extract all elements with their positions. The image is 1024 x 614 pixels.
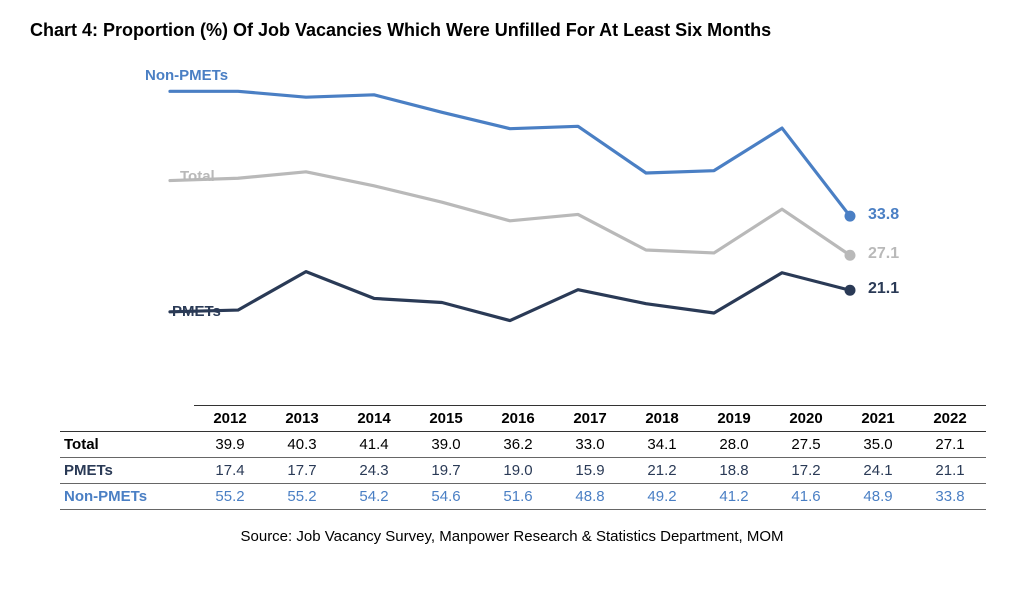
- table-cell: 39.9: [194, 432, 266, 458]
- table-cell: 19.0: [482, 458, 554, 484]
- table-cell: 55.2: [266, 484, 338, 510]
- table-cell: 39.0: [410, 432, 482, 458]
- table-cell: 15.9: [554, 458, 626, 484]
- table-cell: 17.4: [194, 458, 266, 484]
- table-cell: 41.4: [338, 432, 410, 458]
- table-row-label: PMETs: [60, 458, 194, 484]
- chart-title: Chart 4: Proportion (%) Of Job Vacancies…: [30, 20, 994, 41]
- line-total: [170, 172, 850, 255]
- table-header-row: 2012201320142015201620172018201920202021…: [60, 406, 986, 432]
- series-label-total: Total: [180, 168, 215, 185]
- table-cell: 51.6: [482, 484, 554, 510]
- table-header-year: 2018: [626, 406, 698, 432]
- chart-svg: [80, 55, 940, 375]
- end-label-nonpmets: 33.8: [868, 206, 899, 224]
- table-cell: 24.1: [842, 458, 914, 484]
- table-row: PMETs17.417.724.319.719.015.921.218.817.…: [60, 458, 986, 484]
- table-cell: 54.2: [338, 484, 410, 510]
- series-label-pmets: PMETs: [172, 303, 221, 320]
- table-header-year: 2012: [194, 406, 266, 432]
- table-header-year: 2017: [554, 406, 626, 432]
- table-cell: 28.0: [698, 432, 770, 458]
- table-header-year: 2022: [914, 406, 986, 432]
- table-cell: 33.8: [914, 484, 986, 510]
- series-label-nonpmets: Non-PMETs: [145, 67, 228, 84]
- table-row-label: Non-PMETs: [60, 484, 194, 510]
- table-header-blank: [60, 406, 194, 432]
- table-row-label: Total: [60, 432, 194, 458]
- table-row: Non-PMETs55.255.254.254.651.648.849.241.…: [60, 484, 986, 510]
- table-header-year: 2021: [842, 406, 914, 432]
- table-cell: 33.0: [554, 432, 626, 458]
- table-cell: 21.2: [626, 458, 698, 484]
- end-label-total: 27.1: [868, 245, 899, 263]
- line-chart: Non-PMETs Total PMETs 33.8 27.1 21.1: [80, 55, 940, 375]
- table-cell: 35.0: [842, 432, 914, 458]
- table-header-year: 2016: [482, 406, 554, 432]
- table-cell: 41.2: [698, 484, 770, 510]
- table-header-year: 2015: [410, 406, 482, 432]
- table-cell: 49.2: [626, 484, 698, 510]
- source-line: Source: Job Vacancy Survey, Manpower Res…: [30, 528, 994, 545]
- table-cell: 17.2: [770, 458, 842, 484]
- line-nonpmets: [170, 91, 850, 216]
- table-cell: 48.9: [842, 484, 914, 510]
- table-header-year: 2014: [338, 406, 410, 432]
- data-table: 2012201320142015201620172018201920202021…: [60, 405, 986, 510]
- table-cell: 34.1: [626, 432, 698, 458]
- table-row: Total39.940.341.439.036.233.034.128.027.…: [60, 432, 986, 458]
- table-cell: 27.5: [770, 432, 842, 458]
- table-cell: 54.6: [410, 484, 482, 510]
- table-cell: 18.8: [698, 458, 770, 484]
- table-cell: 48.8: [554, 484, 626, 510]
- table-cell: 17.7: [266, 458, 338, 484]
- table-cell: 36.2: [482, 432, 554, 458]
- table-cell: 40.3: [266, 432, 338, 458]
- table-cell: 21.1: [914, 458, 986, 484]
- table-cell: 41.6: [770, 484, 842, 510]
- table-cell: 55.2: [194, 484, 266, 510]
- marker-total: [845, 250, 856, 261]
- table-cell: 24.3: [338, 458, 410, 484]
- table-cell: 19.7: [410, 458, 482, 484]
- marker-nonpmets: [845, 211, 856, 222]
- line-pmets: [170, 272, 850, 321]
- marker-pmets: [845, 285, 856, 296]
- table-header-year: 2013: [266, 406, 338, 432]
- table-header-year: 2019: [698, 406, 770, 432]
- table-header-year: 2020: [770, 406, 842, 432]
- table-cell: 27.1: [914, 432, 986, 458]
- end-label-pmets: 21.1: [868, 280, 899, 298]
